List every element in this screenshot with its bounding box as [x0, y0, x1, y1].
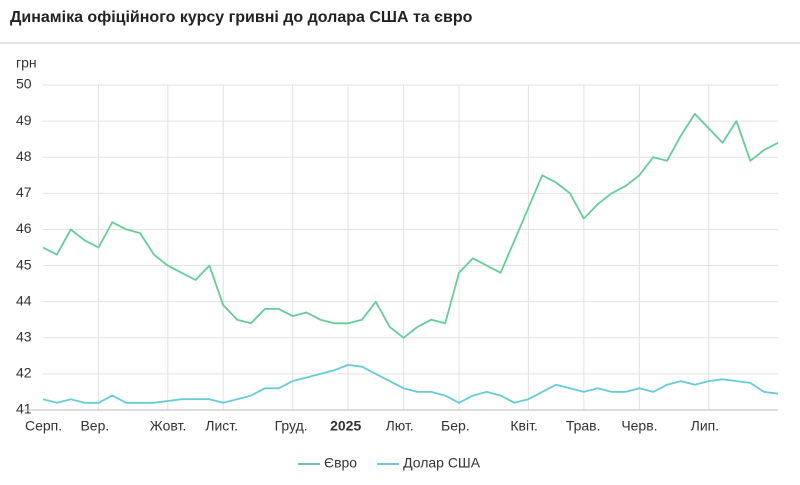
x-tick-label: Вер. [80, 418, 109, 434]
y-tick-label: 42 [16, 365, 32, 381]
y-tick-label: 41 [16, 401, 32, 417]
chart-title: Динаміка офіційного курсу гривні до дола… [10, 9, 473, 26]
y-tick-label: 44 [16, 292, 32, 308]
y-tick-label: 47 [16, 184, 32, 200]
y-tick-label: 45 [16, 256, 32, 272]
x-tick-label: Серп. [25, 418, 62, 434]
y-tick-label: 50 [16, 76, 32, 92]
x-tick-label: Лист. [205, 418, 238, 434]
x-tick-label: Лип. [691, 418, 719, 434]
legend-label: Долар США [403, 455, 481, 471]
x-tick-label: Жовт. [150, 418, 186, 434]
x-tick-label: Квіт. [510, 418, 537, 434]
x-tick-label: Трав. [566, 418, 601, 434]
y-tick-label: 48 [16, 148, 32, 164]
data-line [42, 364, 779, 404]
x-tick-label: Груд. [275, 418, 308, 434]
x-tick-label: Лют. [386, 418, 414, 434]
x-tick-label: 2025 [330, 418, 361, 434]
x-tick-label: Черв. [621, 418, 657, 434]
y-tick-label: 46 [16, 220, 32, 236]
x-tick-label: Бер. [441, 418, 470, 434]
y-tick-label: 43 [16, 328, 32, 344]
y-tick-label: 49 [16, 112, 32, 128]
data-line [42, 113, 779, 339]
y-axis-label: грн [16, 55, 37, 71]
legend-label: Євро [324, 455, 357, 471]
